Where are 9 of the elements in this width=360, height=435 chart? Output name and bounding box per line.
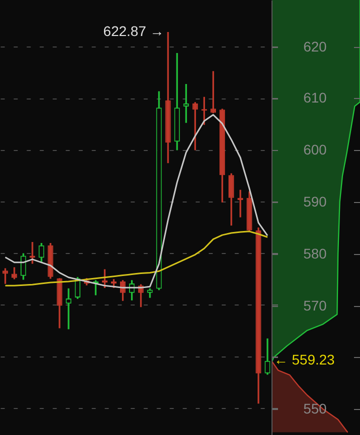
y-tick-label: 580 (303, 245, 327, 262)
annotation: 622.87 → (103, 23, 164, 40)
y-tick-label: 590 (303, 193, 327, 210)
y-tick-label: 570 (303, 297, 327, 314)
y-tick-label: 620 (303, 38, 327, 54)
candlestick (66, 288, 72, 330)
y-tick-label: 610 (303, 89, 327, 106)
y-tick-label: 600 (303, 141, 327, 158)
annotation: ← 559.23 (274, 352, 335, 368)
